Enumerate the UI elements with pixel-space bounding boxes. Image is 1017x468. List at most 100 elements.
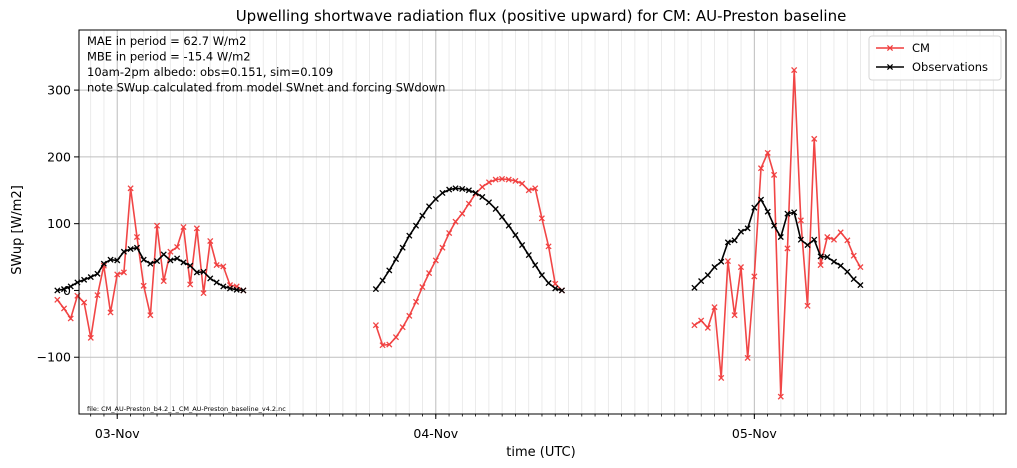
data-point: [830, 258, 838, 265]
data-point: [174, 255, 181, 262]
legend-marker: [886, 63, 894, 71]
data-point: [399, 324, 406, 331]
data-point: [505, 176, 512, 183]
data-point: [419, 212, 426, 219]
data-point: [532, 185, 539, 192]
data-point: [791, 209, 798, 216]
data-point: [233, 286, 240, 293]
data-point: [100, 260, 107, 267]
data-point: [485, 179, 493, 186]
data-point: [153, 222, 161, 229]
y-tick-label: 0: [63, 283, 71, 298]
data-point: [744, 354, 751, 361]
data-point: [857, 282, 864, 289]
data-point: [552, 285, 559, 292]
data-point: [485, 199, 493, 206]
data-point: [711, 264, 718, 271]
series-cm: [54, 67, 864, 400]
data-point: [698, 317, 705, 324]
data-point: [784, 245, 791, 252]
data-point: [114, 271, 121, 278]
data-point: [512, 177, 519, 184]
data-point: [472, 189, 479, 197]
data-point: [771, 171, 778, 178]
data-point: [406, 232, 413, 239]
data-point: [498, 213, 506, 221]
data-point: [817, 253, 824, 260]
data-point: [850, 252, 857, 259]
data-point: [718, 258, 725, 265]
data-point: [392, 334, 400, 341]
data-point: [797, 217, 804, 224]
data-point: [465, 200, 472, 207]
data-point: [804, 302, 811, 309]
plot-frame: [78, 29, 1007, 415]
minor-grid: [90, 30, 994, 414]
data-point: [94, 292, 101, 299]
data-point: [412, 298, 420, 305]
data-point: [804, 241, 811, 249]
data-point: [372, 322, 379, 329]
data-point: [764, 149, 771, 156]
data-point: [538, 215, 545, 222]
x-tick-label: 05-Nov: [732, 426, 777, 441]
data-point: [140, 282, 147, 289]
data-point: [811, 236, 818, 243]
y-tick-label: 300: [47, 83, 71, 98]
data-point: [844, 268, 851, 275]
data-point: [213, 262, 220, 269]
x-tick-label: 03-Nov: [95, 426, 140, 441]
chart-title: Upwelling shortwave radiation flux (posi…: [236, 7, 847, 25]
data-point: [830, 236, 838, 243]
data-point: [87, 274, 94, 281]
data-point: [744, 225, 751, 232]
data-point: [60, 305, 68, 312]
data-point: [857, 264, 864, 271]
data-point: [207, 275, 214, 282]
data-point: [777, 233, 784, 241]
data-point: [552, 280, 559, 287]
data-point: [180, 259, 187, 266]
data-point: [160, 278, 167, 285]
data-point: [67, 315, 74, 322]
annotation-line: MAE in period = 62.7 W/m2: [87, 34, 246, 48]
data-point: [432, 195, 439, 203]
data-point: [545, 243, 552, 250]
data-point: [811, 135, 818, 142]
data-point: [452, 218, 459, 225]
data-point: [519, 180, 526, 187]
data-point: [87, 334, 94, 341]
data-point: [532, 262, 539, 269]
data-point: [797, 236, 804, 243]
data-point: [372, 286, 379, 293]
annotation-line: MBE in period = -15.4 W/m2: [87, 50, 251, 64]
data-point: [751, 273, 758, 280]
x-axis-label: time (UTC): [506, 445, 575, 460]
data-point: [392, 256, 400, 263]
data-point: [160, 251, 167, 258]
stats-annotations: MAE in period = 62.7 W/m2 MBE in period =…: [87, 34, 445, 95]
data-point: [419, 284, 426, 291]
data-point: [133, 233, 141, 241]
data-point: [837, 229, 844, 236]
data-point: [757, 165, 765, 172]
data-point: [386, 267, 393, 274]
data-point: [127, 185, 134, 192]
data-point: [850, 276, 857, 283]
data-point: [691, 322, 698, 329]
data-point: [771, 222, 778, 229]
data-point: [737, 264, 745, 271]
data-point: [439, 189, 446, 197]
data-point: [133, 244, 141, 251]
data-point: [432, 257, 439, 264]
data-point: [704, 324, 711, 331]
data-point: [439, 244, 446, 251]
data-point: [724, 258, 731, 265]
data-point: [412, 222, 420, 229]
data-point: [452, 185, 459, 192]
data-point: [81, 299, 88, 306]
data-point: [817, 262, 824, 269]
data-point: [724, 239, 731, 246]
data-point: [446, 186, 453, 193]
